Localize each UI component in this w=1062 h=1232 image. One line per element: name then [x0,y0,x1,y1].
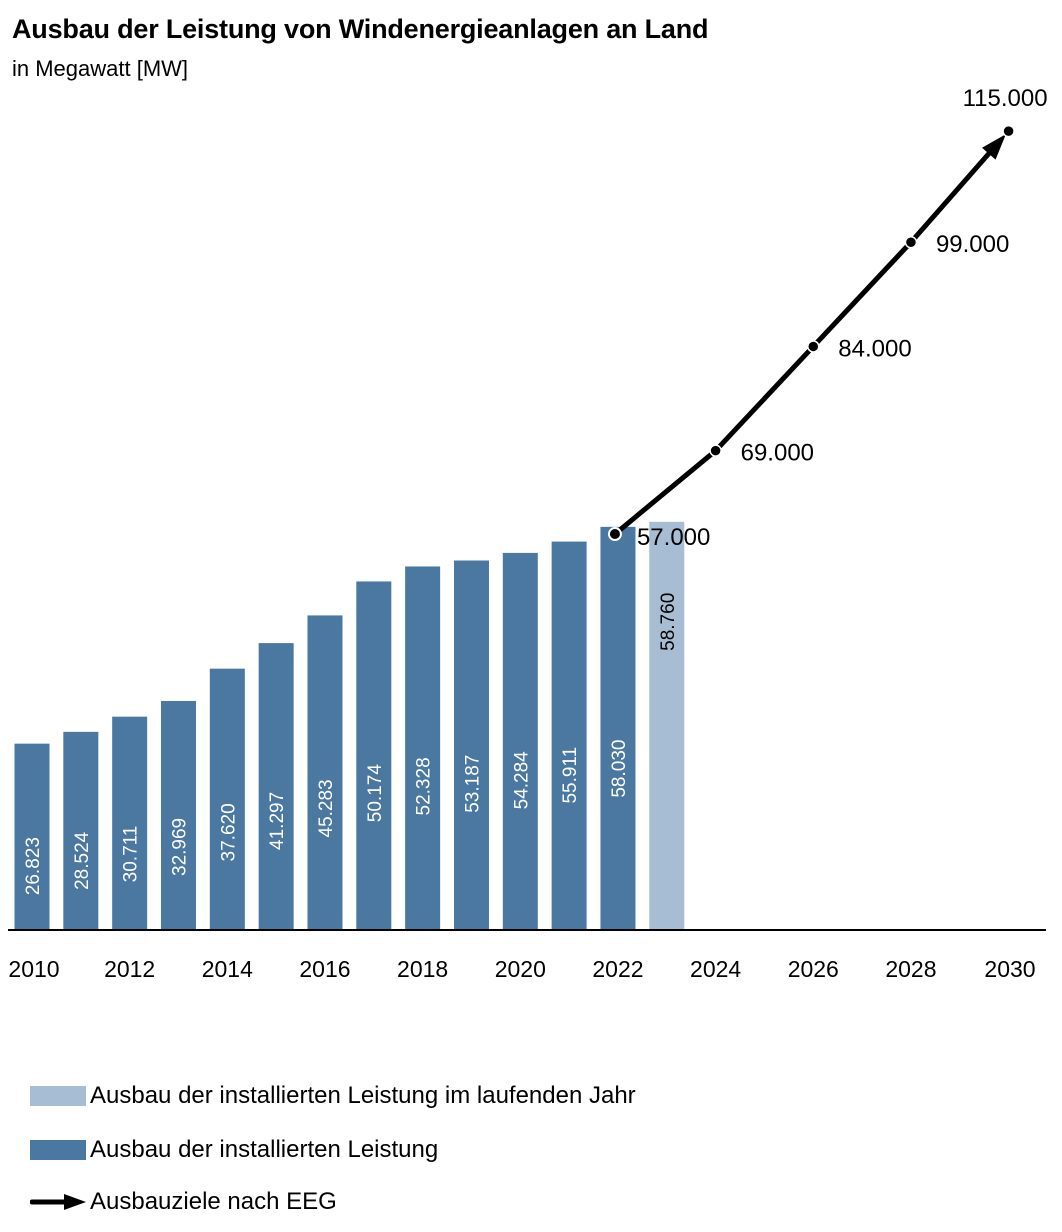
bar-value-label-2023: 58.760 [658,593,679,651]
x-tick-label-2018: 2018 [397,956,448,982]
bar-value-label-2013: 32.969 [169,818,190,876]
legend-item-current-year: Ausbau der installierten Leistung im lau… [30,1082,636,1110]
x-tick-label-2024: 2024 [690,956,741,982]
legend-swatch-installed [30,1140,86,1160]
chart-title: Ausbau der Leistung von Windenergieanlag… [12,14,709,44]
bar-value-label-2022: 58.030 [609,740,630,798]
legend-item-installed: Ausbau der installierten Leistung [30,1136,438,1164]
bar-2012 [112,716,148,930]
legend-item-targets: Ausbauziele nach EEG [30,1188,337,1216]
x-tick-label-2030: 2030 [984,956,1035,982]
bar-value-label-2018: 52.328 [414,757,435,815]
target-point-2024 [709,444,722,457]
bar-2010 [14,743,50,930]
x-tick-label-2026: 2026 [788,956,839,982]
x-tick-label-2028: 2028 [885,956,936,982]
bar-2020 [502,552,538,930]
target-value-label-2030: 115.000 [963,85,1048,112]
bar-2022 [600,526,636,930]
target-value-label-2022: 57.000 [637,524,710,551]
target-point-2022 [607,527,622,542]
bar-value-label-2017: 50.174 [365,764,386,823]
legend-arrow-icon [30,1194,86,1210]
x-tick-label-2014: 2014 [202,956,253,982]
bar-value-label-2020: 54.284 [511,751,532,810]
legend-label-current-year: Ausbau der installierten Leistung im lau… [90,1082,636,1109]
bar-value-label-2012: 30.711 [121,826,142,883]
target-point-2026 [807,340,820,353]
x-tick-label-2012: 2012 [104,956,155,982]
bar-2019 [453,560,489,930]
target-value-label-2028: 99.000 [936,231,1009,258]
x-tick-label-2022: 2022 [592,956,643,982]
target-point-2030 [1002,124,1015,138]
bar-value-label-2014: 37.620 [218,803,239,861]
target-point-2028 [904,235,918,249]
bar-value-label-2016: 45.283 [316,779,337,837]
bar-2017 [356,581,392,930]
legend-swatch-current-year [30,1086,86,1106]
bar-value-label-2010: 26.823 [23,837,44,895]
legend-label-installed: Ausbau der installierten Leistung [90,1136,439,1163]
bar-2014 [209,668,245,930]
bar-value-label-2015: 41.297 [267,792,288,850]
bar-2023 [649,521,685,930]
bar-2011 [63,731,99,930]
target-value-label-2026: 84.000 [838,335,911,362]
chart-canvas: 26.823 28.524 30.711 32.969 37.620 41.297 45.2… [8,85,1048,982]
target-arrowhead [982,134,1006,160]
chart-subtitle: in Megawatt [MW] [12,56,189,81]
target-value-label-2024: 69.000 [741,440,814,467]
x-tick-label-2016: 2016 [299,956,350,982]
bar-value-label-2019: 53.187 [462,755,483,813]
bar-2016 [307,615,343,930]
bar-2015 [258,643,294,930]
bar-2013 [160,700,196,930]
bar-2021 [551,541,587,930]
x-tick-label-2010: 2010 [8,956,59,982]
target-line [613,148,994,536]
bar-value-label-2011: 28.524 [72,831,93,890]
bar-value-label-2021: 55.911 [560,747,581,804]
bar-2018 [405,566,441,930]
x-tick-label-2020: 2020 [495,956,546,982]
legend-label-targets: Ausbauziele nach EEG [90,1188,337,1215]
